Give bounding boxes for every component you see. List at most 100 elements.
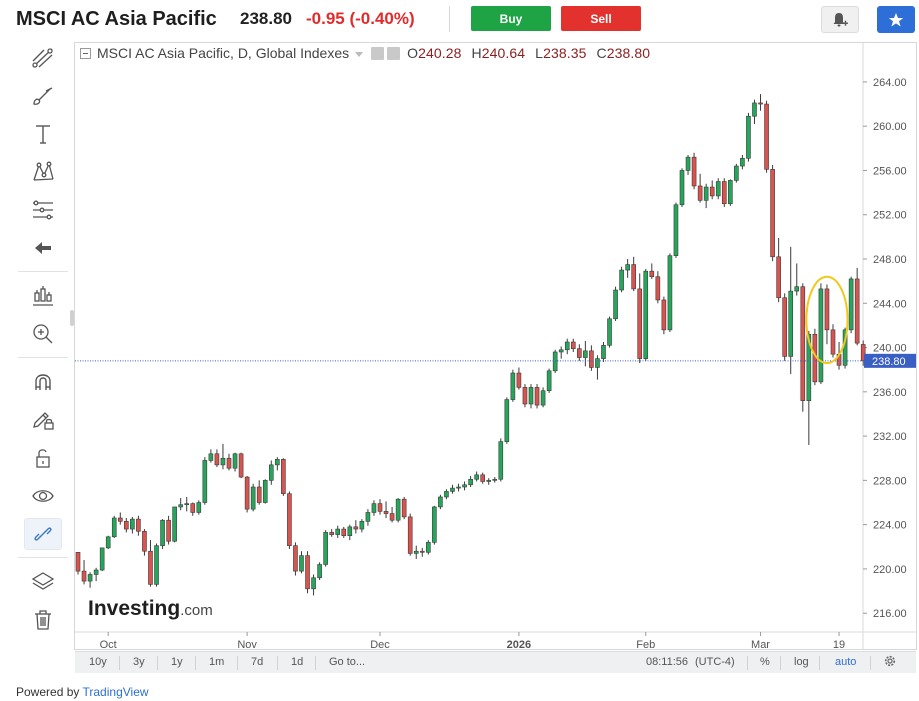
- candle-body[interactable]: [148, 550, 153, 585]
- candle-body[interactable]: [190, 503, 196, 513]
- candle-body[interactable]: [764, 103, 769, 170]
- candle-body[interactable]: [510, 372, 516, 400]
- undo-tool[interactable]: [24, 232, 62, 264]
- buy-button[interactable]: Buy: [471, 6, 551, 31]
- candle-body[interactable]: [335, 528, 341, 535]
- go-to-date-button[interactable]: Go to...: [329, 656, 366, 668]
- candle-body[interactable]: [607, 318, 612, 346]
- candle-body[interactable]: [117, 517, 123, 522]
- candle-body[interactable]: [534, 387, 540, 406]
- candle-body[interactable]: [299, 555, 304, 572]
- candle-body[interactable]: [788, 290, 794, 357]
- candle-body[interactable]: [649, 270, 655, 278]
- candle-body[interactable]: [661, 299, 667, 331]
- candle-body[interactable]: [99, 547, 105, 571]
- remove-drawings-tool[interactable]: [24, 604, 62, 636]
- candle-body[interactable]: [136, 518, 141, 532]
- candle-body[interactable]: [486, 480, 492, 482]
- pattern-tool[interactable]: [24, 156, 62, 188]
- candle-body[interactable]: [226, 457, 232, 469]
- candle-body[interactable]: [782, 297, 787, 357]
- candle-body[interactable]: [734, 165, 739, 181]
- candle-body[interactable]: [601, 345, 606, 359]
- candle-body[interactable]: [87, 574, 93, 582]
- candle-body[interactable]: [401, 498, 407, 518]
- auto-scale-button[interactable]: auto: [835, 656, 857, 668]
- candle-body[interactable]: [643, 270, 649, 359]
- timezone-button[interactable]: (UTC-4): [695, 656, 735, 668]
- candle-body[interactable]: [317, 564, 322, 579]
- candle-body[interactable]: [371, 503, 377, 513]
- candle-body[interactable]: [256, 486, 262, 503]
- candle-body[interactable]: [426, 542, 431, 553]
- candle-body[interactable]: [220, 457, 226, 466]
- range-1y[interactable]: 1y: [171, 656, 183, 668]
- candle-body[interactable]: [589, 350, 594, 368]
- range-7d[interactable]: 7d: [251, 656, 264, 668]
- candle-body[interactable]: [740, 157, 745, 167]
- candle-body[interactable]: [468, 478, 473, 486]
- candle-body[interactable]: [570, 341, 576, 349]
- candle-body[interactable]: [142, 530, 147, 552]
- candle-body[interactable]: [81, 570, 87, 582]
- candle-body[interactable]: [275, 459, 280, 466]
- range-3y[interactable]: 3y: [133, 656, 145, 668]
- candle-body[interactable]: [196, 502, 202, 513]
- candle-body[interactable]: [75, 552, 81, 572]
- zoom-in-tool[interactable]: [24, 318, 62, 350]
- candle-body[interactable]: [262, 480, 268, 503]
- candle-body[interactable]: [365, 512, 371, 522]
- cross-lines-tool[interactable]: [24, 42, 62, 74]
- candle-body[interactable]: [492, 478, 498, 481]
- candle-body[interactable]: [311, 577, 316, 590]
- candle-body[interactable]: [691, 156, 697, 187]
- candle-body[interactable]: [184, 503, 190, 506]
- candle-body[interactable]: [383, 511, 389, 514]
- candle-body[interactable]: [552, 351, 558, 372]
- candle-body[interactable]: [697, 185, 703, 201]
- candle-body[interactable]: [214, 453, 220, 466]
- candle-body[interactable]: [450, 487, 455, 492]
- percent-scale-button[interactable]: %: [760, 656, 770, 668]
- candle-body[interactable]: [353, 526, 359, 530]
- candle-body[interactable]: [595, 358, 600, 368]
- candle-body[interactable]: [178, 504, 183, 508]
- candle-body[interactable]: [848, 278, 854, 331]
- candle-body[interactable]: [208, 453, 214, 461]
- candle-body[interactable]: [268, 464, 274, 481]
- candle-body[interactable]: [794, 286, 800, 292]
- candle-body[interactable]: [130, 518, 135, 530]
- candle-body[interactable]: [232, 453, 238, 469]
- candle-body[interactable]: [770, 169, 775, 258]
- visibility-tool[interactable]: [24, 480, 62, 512]
- candle-body[interactable]: [625, 264, 630, 271]
- watchlist-button[interactable]: [877, 6, 915, 33]
- candle-body[interactable]: [172, 506, 177, 542]
- range-1d[interactable]: 1d: [291, 656, 304, 668]
- candle-body[interactable]: [528, 387, 534, 405]
- candle-body[interactable]: [715, 181, 721, 197]
- chart-settings-button[interactable]: [883, 654, 897, 671]
- candle-body[interactable]: [758, 102, 763, 105]
- candle-body[interactable]: [154, 545, 159, 585]
- lock-tool[interactable]: [24, 442, 62, 474]
- sell-button[interactable]: Sell: [561, 6, 641, 31]
- add-alert-button[interactable]: [821, 6, 859, 33]
- log-scale-button[interactable]: log: [794, 656, 809, 668]
- candle-body[interactable]: [752, 102, 757, 117]
- lock-drawing-tool[interactable]: [24, 404, 62, 436]
- candle-body[interactable]: [419, 550, 425, 553]
- candle-body[interactable]: [631, 264, 636, 290]
- object-tree-tool[interactable]: [24, 566, 62, 598]
- candle-body[interactable]: [498, 441, 504, 480]
- candle-body[interactable]: [293, 545, 298, 572]
- fib-tool[interactable]: [24, 194, 62, 226]
- candle-body[interactable]: [679, 170, 685, 206]
- measure-tool[interactable]: [24, 280, 62, 312]
- candle-body[interactable]: [347, 526, 353, 537]
- candle-body[interactable]: [685, 156, 691, 171]
- settings-icon[interactable]: [371, 46, 385, 60]
- candle-body[interactable]: [438, 496, 443, 508]
- brush-tool[interactable]: [24, 80, 62, 112]
